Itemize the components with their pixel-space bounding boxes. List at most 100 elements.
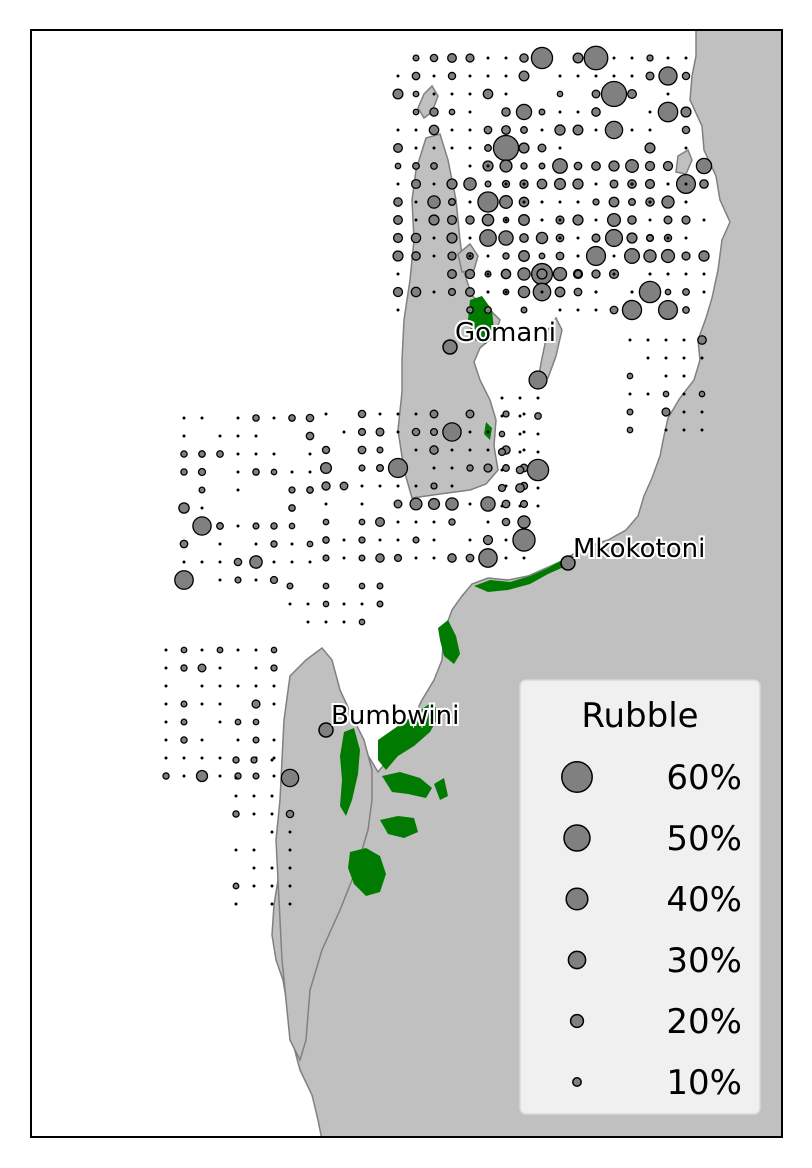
rubble-bubble	[485, 181, 491, 187]
rubble-bubble	[683, 411, 686, 414]
rubble-bubble	[501, 415, 504, 418]
rubble-bubble	[487, 521, 490, 524]
rubble-bubble	[201, 757, 204, 760]
rubble-bubble	[255, 435, 258, 438]
rubble-bubble	[253, 795, 256, 798]
rubble-bubble	[181, 665, 187, 671]
rubble-bubble	[649, 273, 652, 276]
rubble-bubble	[659, 301, 678, 320]
rubble-bubble	[393, 89, 403, 99]
rubble-bubble	[201, 649, 204, 652]
rubble-bubble	[573, 215, 583, 225]
rubble-bubble	[701, 411, 704, 414]
rubble-bubble	[553, 267, 566, 280]
rubble-bubble	[183, 435, 186, 438]
rubble-bubble	[415, 557, 418, 560]
rubble-bubble	[536, 232, 547, 243]
rubble-bubble	[289, 867, 292, 870]
rubble-bubble	[323, 555, 329, 561]
rubble-bubble	[505, 539, 508, 542]
rubble-bubble	[659, 67, 677, 85]
rubble-bubble	[323, 601, 328, 606]
rubble-bubble	[505, 291, 508, 294]
rubble-bubble	[699, 251, 709, 261]
rubble-bubble	[323, 519, 329, 525]
rubble-bubble	[505, 219, 508, 222]
legend-label-40: 40%	[666, 880, 742, 920]
rubble-bubble	[469, 111, 472, 114]
legend-title: Rubble	[581, 696, 698, 736]
rubble-bubble	[646, 162, 655, 171]
rubble-bubble	[273, 453, 276, 456]
rubble-bubble	[322, 482, 330, 490]
rubble-bubble	[513, 529, 535, 551]
rubble-bubble	[281, 769, 298, 786]
rubble-bubble	[413, 55, 419, 61]
rubble-bubble	[505, 75, 508, 78]
rubble-bubble	[466, 554, 473, 561]
rubble-bubble	[289, 487, 295, 493]
rubble-bubble	[520, 54, 528, 62]
rubble-bubble	[629, 393, 632, 396]
rubble-bubble	[493, 135, 518, 160]
rubble-bubble	[595, 183, 598, 186]
rubble-bubble	[253, 885, 256, 888]
rubble-bubble	[309, 471, 312, 474]
rubble-bubble	[237, 649, 240, 652]
rubble-bubble	[503, 411, 509, 417]
rubble-bubble	[518, 516, 530, 528]
rubble-bubble	[531, 47, 552, 68]
rubble-bubble	[273, 685, 276, 688]
rubble-bubble	[163, 773, 169, 779]
rubble-bubble	[487, 431, 490, 434]
rubble-bubble	[397, 75, 400, 78]
rubble-bubble	[523, 201, 526, 204]
rubble-bubble	[415, 147, 418, 150]
rubble-bubble	[397, 485, 400, 488]
rubble-bubble	[431, 163, 437, 169]
rubble-bubble	[237, 685, 240, 688]
rubble-bubble	[537, 487, 540, 490]
rubble-bubble	[559, 201, 562, 204]
rubble-bubble	[499, 231, 513, 245]
rubble-bubble	[343, 431, 346, 434]
rubble-bubble	[448, 252, 456, 260]
rubble-bubble	[537, 505, 540, 508]
rubble-bubble	[500, 196, 513, 209]
rubble-bubble	[451, 467, 454, 470]
rubble-bubble	[521, 127, 528, 134]
rubble-bubble	[538, 144, 546, 152]
rubble-bubble	[165, 685, 168, 688]
rubble-bubble	[359, 619, 364, 624]
rubble-bubble	[397, 431, 400, 434]
rubble-bubble	[484, 464, 492, 472]
rubble-bubble	[219, 775, 222, 778]
rubble-bubble	[521, 163, 527, 169]
rubble-bubble	[629, 339, 632, 342]
rubble-bubble	[412, 428, 419, 435]
rubble-bubble	[219, 757, 222, 760]
rubble-bubble	[271, 577, 278, 584]
rubble-bubble	[253, 719, 258, 724]
rubble-bubble	[359, 555, 365, 561]
rubble-bubble	[574, 162, 581, 169]
rubble-bubble	[519, 505, 522, 508]
rubble-bubble	[592, 162, 601, 171]
rubble-bubble	[273, 775, 276, 778]
rubble-bubble	[234, 558, 241, 565]
rubble-bubble	[631, 129, 634, 132]
rubble-bubble	[559, 111, 562, 114]
rubble-bubble	[449, 519, 455, 525]
rubble-bubble	[502, 108, 510, 116]
rubble-bubble	[610, 306, 618, 314]
rubble-bubble	[499, 485, 506, 492]
rubble-bubble	[448, 72, 455, 79]
rubble-bubble	[237, 489, 240, 492]
rubble-bubble	[219, 667, 222, 670]
rubble-bubble	[479, 549, 497, 567]
rubble-bubble	[219, 579, 222, 582]
rubble-bubble	[647, 235, 653, 241]
rubble-bubble	[201, 703, 204, 706]
rubble-bubble	[521, 501, 528, 508]
